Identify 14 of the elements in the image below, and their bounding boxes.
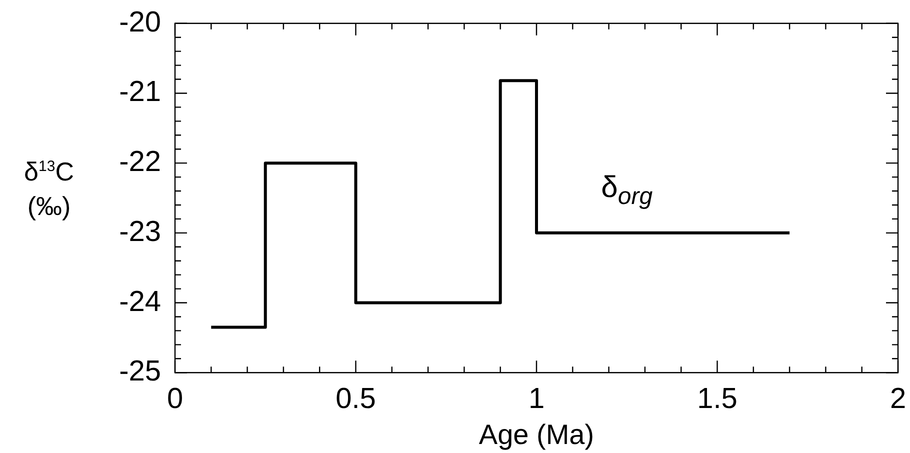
- y-tick-label: -22: [119, 146, 161, 178]
- x-tick-label: 1.5: [697, 383, 738, 415]
- x-tick-label: 0.5: [336, 383, 376, 415]
- x-tick-label: 2: [890, 383, 906, 415]
- y-tick-label: -21: [119, 76, 161, 108]
- x-tick-label: 0: [166, 383, 184, 415]
- x-tick-label: 1: [528, 383, 545, 415]
- y-tick-label: -25: [119, 356, 161, 388]
- y-axis-title: δ$^{13}$C (‰): [23, 156, 75, 223]
- y-tick-label: -20: [119, 6, 161, 38]
- y-tick-label: -24: [119, 286, 161, 318]
- y-tick-label: -23: [119, 216, 161, 248]
- x-axis-title: Age (Ma): [478, 418, 594, 450]
- series-label: δ$_{org}$: [601, 170, 653, 211]
